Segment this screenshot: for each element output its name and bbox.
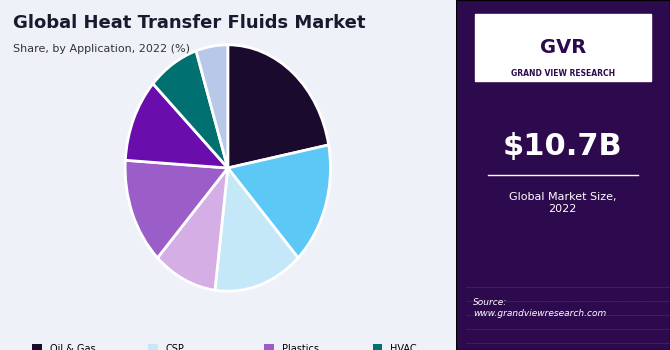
FancyBboxPatch shape (475, 14, 651, 80)
Text: Share, by Application, 2022 (%): Share, by Application, 2022 (%) (13, 44, 190, 54)
Wedge shape (228, 45, 329, 168)
Wedge shape (157, 168, 228, 290)
Text: Global Market Size,
2022: Global Market Size, 2022 (509, 192, 616, 214)
Text: $10.7B: $10.7B (503, 133, 622, 161)
Text: Global Heat Transfer Fluids Market: Global Heat Transfer Fluids Market (13, 14, 366, 32)
Text: Source:
www.grandviewresearch.com: Source: www.grandviewresearch.com (473, 298, 606, 318)
Wedge shape (215, 168, 298, 291)
Wedge shape (153, 51, 228, 168)
Wedge shape (125, 160, 228, 258)
Wedge shape (125, 84, 228, 168)
Text: GVR: GVR (539, 38, 586, 57)
FancyBboxPatch shape (456, 0, 670, 350)
Wedge shape (196, 45, 228, 168)
Wedge shape (228, 145, 330, 258)
Text: GRAND VIEW RESEARCH: GRAND VIEW RESEARCH (511, 69, 615, 78)
Legend: Oil & Gas, Chemical Industry, CSP, Food & Beverages, Plastics, Pharmaceuticals, : Oil & Gas, Chemical Industry, CSP, Food … (29, 340, 427, 350)
